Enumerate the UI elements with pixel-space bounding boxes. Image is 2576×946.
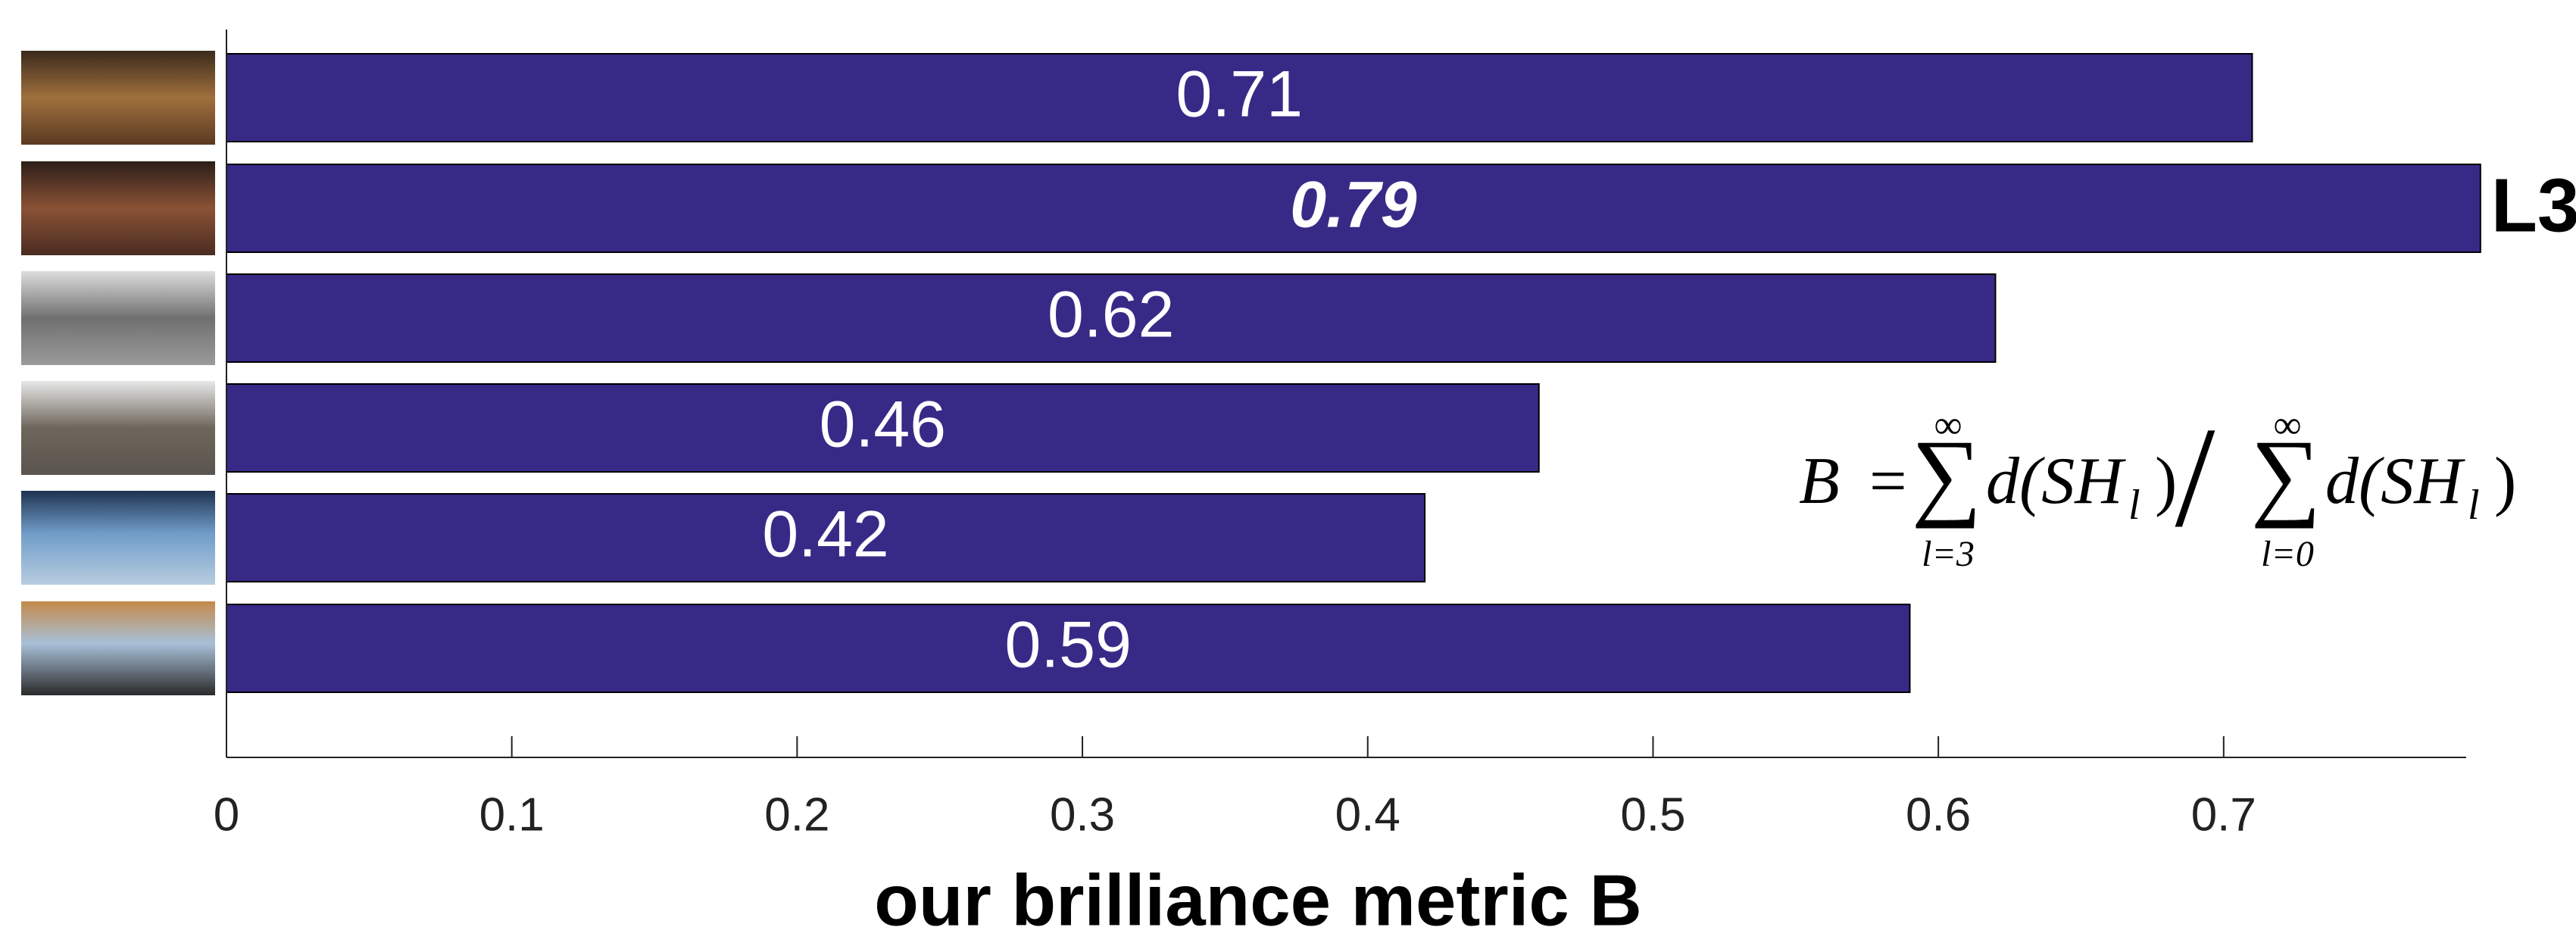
thumbnail (21, 491, 215, 585)
x-tick-label: 0.5 (1620, 788, 1685, 841)
formula-part: l=3 (1922, 534, 1975, 574)
formula-part: l (2128, 482, 2140, 529)
value-label: 0.59 (1005, 609, 1132, 682)
value-label: 0.42 (762, 498, 888, 571)
formula: B = ∑∞l=3d(SH l)/∑∞l=0d(SH l) (1799, 398, 2516, 574)
formula-part: B (1799, 445, 1840, 518)
x-tick-label: 0.7 (2191, 788, 2256, 841)
formula-part: ) (2494, 445, 2516, 518)
formula-part: / (2175, 398, 2215, 557)
formula-part: ∑ (2251, 420, 2322, 529)
bar (226, 273, 1997, 363)
x-tick-label: 0 (214, 788, 239, 841)
thumbnail (21, 51, 215, 145)
bar (226, 383, 1540, 473)
formula-part: ∞ (1934, 404, 1962, 447)
bar (226, 493, 1426, 582)
formula-part: ∑ (1912, 420, 1982, 529)
value-label: 0.71 (1176, 58, 1303, 131)
x-tick-label: 0.6 (1906, 788, 1971, 841)
formula-part: d(SH (2325, 445, 2465, 518)
annotation: L3 (2491, 163, 2576, 248)
thumbnail (21, 271, 215, 365)
formula-part: = (1869, 445, 1907, 518)
x-tick-label: 0.1 (479, 788, 545, 841)
formula-part: ) (2155, 445, 2177, 518)
x-tick-label: 0.3 (1050, 788, 1115, 841)
formula-part: l (2468, 482, 2480, 529)
x-tick-label: 0.2 (764, 788, 829, 841)
thumbnail (21, 381, 215, 475)
formula-part: ∞ (2273, 404, 2301, 447)
bar (226, 604, 1911, 693)
value-label: 0.79 (1290, 169, 1417, 242)
bar (226, 164, 2481, 253)
formula-part: d(SH (1986, 445, 2126, 518)
value-label: 0.62 (1048, 279, 1174, 351)
x-axis-label: our brilliance metric B (874, 860, 1642, 941)
bar (226, 53, 2253, 142)
value-label: 0.46 (820, 389, 946, 461)
x-tick-label: 0.4 (1335, 788, 1400, 841)
thumbnail (21, 161, 215, 255)
formula-part: l=0 (2261, 534, 2314, 574)
thumbnail (21, 601, 215, 695)
